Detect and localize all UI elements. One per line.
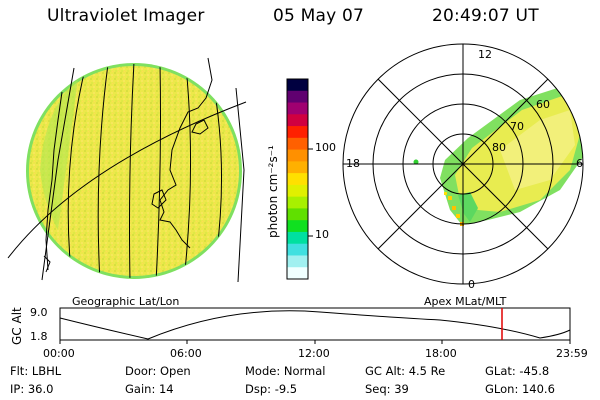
timeline-x-tick: 12:00	[298, 347, 330, 360]
filter-value: LBHL	[31, 364, 62, 378]
colorbar-swatch	[287, 114, 308, 127]
timeline-y-tick: 1.8	[30, 330, 48, 343]
dsp-key: Dsp:	[245, 382, 272, 396]
image-date: 05 May 07	[273, 6, 365, 26]
colorbar-swatch	[287, 231, 308, 245]
filter-key: Flt:	[10, 364, 29, 378]
timeline-x-tick: 23:59	[556, 347, 588, 360]
glon-key: GLon:	[485, 382, 519, 396]
colorbar-swatches	[287, 79, 308, 280]
seq-key: Seq:	[365, 382, 391, 396]
glat-key: GLat:	[485, 364, 516, 378]
image-time: 20:49:07 UT	[432, 6, 539, 26]
colorbar-swatch	[287, 243, 308, 256]
timeline-x-tick: 06:00	[170, 347, 202, 360]
colorbar-swatch	[287, 161, 308, 174]
altitude-curve	[59, 310, 571, 340]
timeline-x-tick: 00:00	[43, 347, 75, 360]
polar-grid	[342, 43, 584, 285]
colorbar-tick-label: 10	[315, 228, 329, 241]
colorbar-swatch	[287, 208, 308, 221]
gain-value: 14	[158, 382, 174, 396]
geo-grid-outside	[7, 67, 247, 283]
colorbar-ticks	[308, 148, 313, 237]
ip-value: 36.0	[27, 382, 54, 396]
ip-key: IP:	[10, 382, 25, 396]
colorbar-swatch	[287, 90, 308, 104]
colorbar-swatch	[287, 196, 308, 209]
colorbar-swatch	[287, 149, 308, 162]
mlt-label: 0	[468, 278, 475, 291]
timeline-ticks	[59, 340, 571, 344]
door-key: Door:	[125, 364, 157, 378]
colorbar-swatch	[287, 137, 308, 151]
door-value: Open	[159, 364, 191, 378]
gain-key: Gain:	[125, 382, 156, 396]
colorbar-swatch	[287, 220, 308, 233]
polar-label: Apex MLat/MLT	[424, 295, 507, 308]
mode-value: Normal	[283, 364, 326, 378]
dsp-value: -9.5	[274, 382, 298, 396]
colorbar-swatch	[287, 173, 308, 186]
mlt-label: 18	[346, 157, 360, 170]
coastlines	[43, 57, 213, 273]
mlat-label: 70	[510, 120, 524, 133]
geo-lon-lines	[67, 64, 223, 278]
mlt-label: 6	[576, 157, 583, 170]
seq-value: 39	[394, 382, 409, 396]
colorbar-swatch	[287, 102, 308, 115]
timeline-frame	[59, 307, 571, 341]
mlat-label: 80	[492, 141, 506, 154]
colorbar-tick-label: 100	[315, 141, 336, 154]
colorbar-swatch	[287, 184, 308, 198]
colorbar-swatch	[287, 267, 308, 280]
gc-alt-key: GC Alt:	[365, 364, 406, 378]
geographic-label: Geographic Lat/Lon	[72, 295, 180, 308]
glon-value: 140.6	[521, 382, 555, 396]
timeline-x-tick: 18:00	[425, 347, 457, 360]
mode-key: Mode:	[245, 364, 281, 378]
colorbar-swatch	[287, 79, 308, 92]
instrument-title: Ultraviolet Imager	[47, 6, 205, 26]
gc-alt-value: 4.5 Re	[408, 364, 446, 378]
timeline-axis-label: GC Alt	[10, 307, 24, 345]
glat-value: -45.8	[519, 364, 550, 378]
mlat-label: 60	[536, 98, 550, 111]
colorbar-swatch	[287, 126, 308, 139]
polar-emission	[440, 84, 583, 226]
mlt-label: 12	[478, 48, 492, 61]
globe-disk	[26, 63, 242, 279]
timeline-y-tick: 9.0	[30, 306, 48, 319]
colorbar-swatch	[287, 255, 308, 268]
